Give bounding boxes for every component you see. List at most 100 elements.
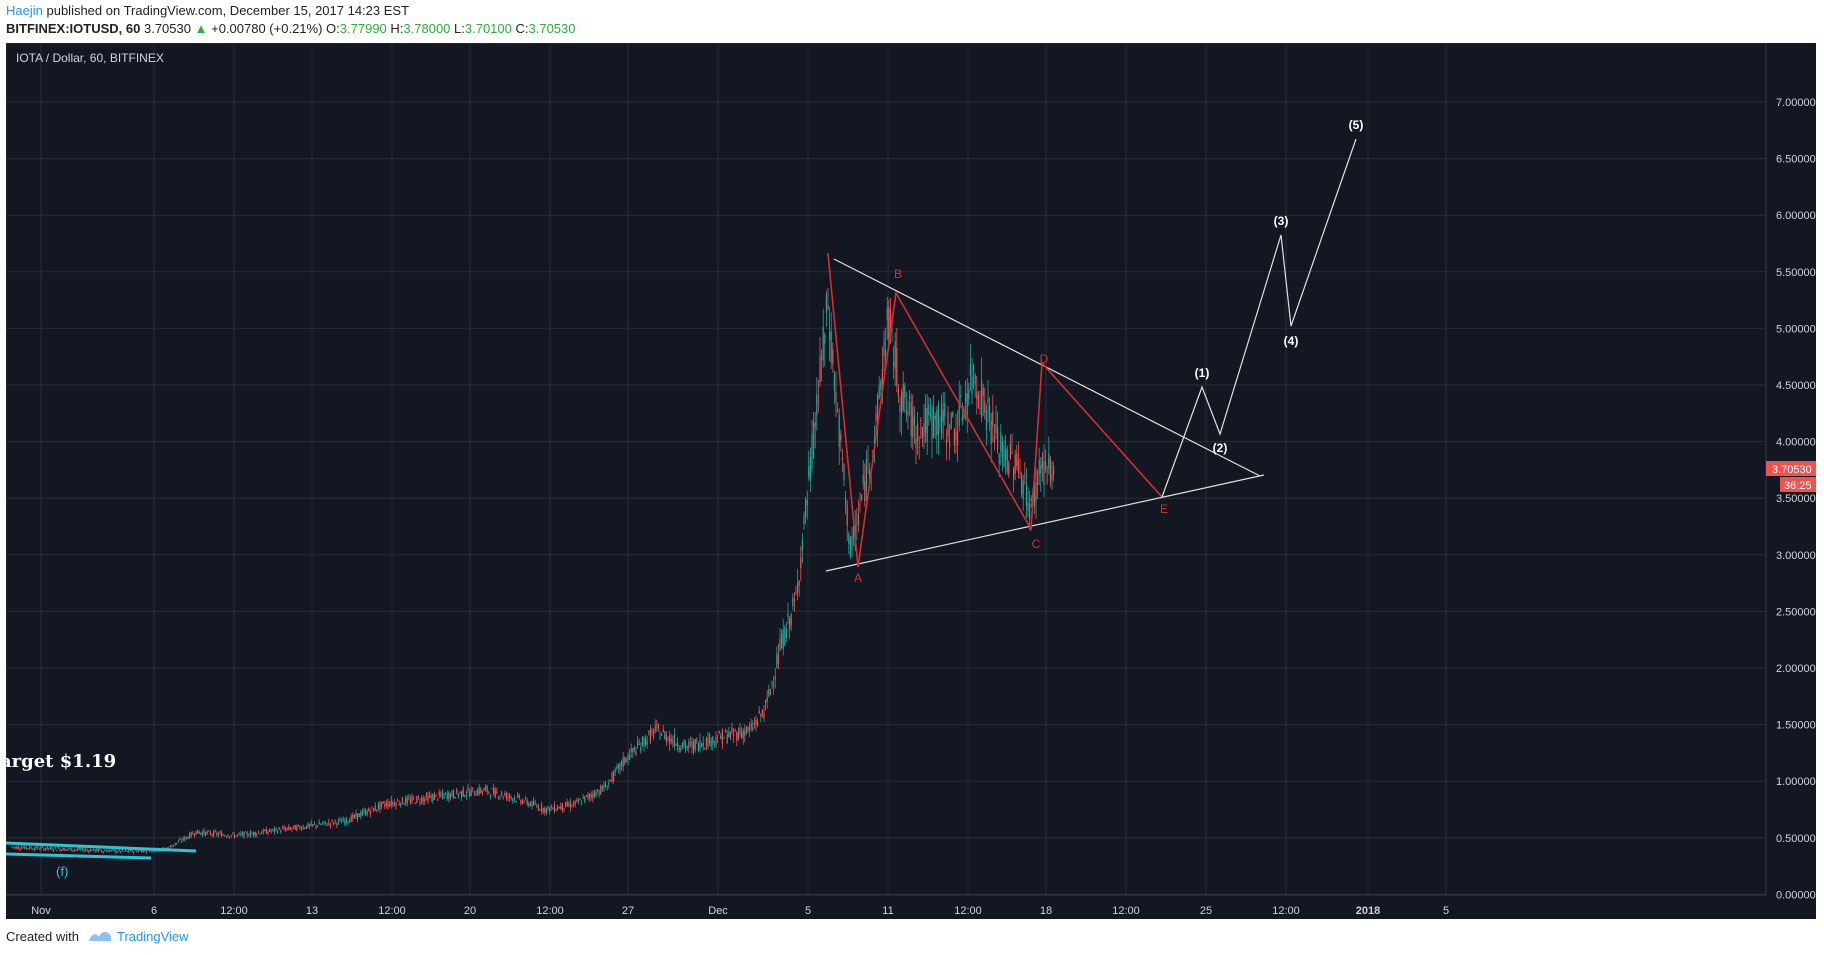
candle-body [553,804,555,812]
price-axis-label: 4.00000 [1776,437,1816,449]
candle-body [374,805,376,811]
candle-body [982,388,984,397]
candle-body [931,408,933,440]
pane-title: IOTA / Dollar, 60, BITFINEX [16,51,164,65]
candle-body [254,832,256,836]
candle-body [217,833,219,836]
wave-label-red: D [1040,352,1049,366]
author-link[interactable]: Haejin [6,3,43,18]
candle-body [83,850,85,852]
candle-body [960,394,962,397]
candle-body [269,828,271,832]
candle-body [251,833,253,835]
candle-body [237,834,239,836]
time-axis-label: Dec [708,905,728,917]
candle-body [691,741,693,748]
candle-body [40,847,42,850]
candle-body [41,846,43,848]
candle-body [75,849,77,851]
candle-body [568,804,570,806]
candle-body [1003,445,1005,467]
candle-body [557,806,559,810]
candle-body [51,847,53,851]
candle-body [221,832,223,837]
chart-pane[interactable]: 7.00000 6.50000 6.00000 5.50000 5.00000 4.500… [6,43,1816,919]
candle-body [392,802,394,804]
candle-body [149,850,151,852]
candle-body [59,848,61,851]
candle-body [123,851,125,853]
candle-body [862,474,864,484]
candle-body [230,835,232,837]
cyan-trend-line [6,841,197,853]
candle-body [422,797,424,802]
candle-body [521,799,523,804]
candle-body [200,832,202,834]
candle-body [377,804,379,809]
candle-body [774,676,776,680]
tradingview-link[interactable]: TradingView [116,928,189,944]
candle-body [253,831,255,836]
candle-body [104,850,106,852]
candle-body [875,414,877,421]
candle-body [678,748,680,750]
candle-body [728,732,730,738]
candle-body [94,849,96,852]
last-price-badge-text: 3.70530 [1772,464,1812,476]
candle-body [920,420,922,422]
candle-body [211,834,213,836]
candle-body [923,423,925,438]
candle-body [1016,452,1018,467]
candle-body [209,832,211,835]
candle-body [918,446,920,448]
candle-body [683,740,685,747]
candle-body [803,514,805,525]
candle-body [334,819,336,822]
candle-body [1022,480,1024,500]
candle-body [985,410,987,430]
candle-body [997,426,999,451]
candle-body [181,840,183,842]
candle-body [109,850,111,852]
candle-body [411,796,413,802]
price-axis-label: 3.50000 [1776,493,1816,505]
candle-body [910,401,912,437]
candle-body [257,832,259,834]
candle-body [73,849,75,851]
candle-body [475,793,477,796]
candle-body [37,846,39,849]
candle-body [201,832,203,836]
candle-body [865,459,867,491]
candle-body [317,825,319,827]
candle-body [729,731,731,738]
candle-body [597,790,599,792]
candle-body [787,613,789,617]
candle-body [409,799,411,803]
wave-label-red: B [894,267,902,281]
candle-body [941,403,943,434]
candle-body [653,730,655,738]
candle-body [933,406,935,437]
candle-body [85,849,87,851]
candle-body [776,654,778,668]
candle-body [989,405,991,421]
candle-body [587,794,589,799]
candle-body [561,803,563,810]
candle-body [878,386,880,399]
candle-body [619,762,621,770]
candle-body [371,806,373,808]
candle-body [405,798,407,804]
price-chart[interactable]: 7.00000 6.50000 6.00000 5.50000 5.00000 4.500… [6,43,1816,919]
price-axis-label: 2.00000 [1776,663,1816,675]
candle-body [113,849,115,852]
candle-body [184,836,186,841]
candle-body [382,801,384,803]
candle-body [307,823,309,828]
candle-body [365,810,367,816]
last-price-badge [1766,461,1816,476]
candle-body [336,823,338,826]
candle-body [451,790,453,797]
candle-body [488,791,490,793]
candle-body [661,733,663,736]
candle-body [296,825,298,831]
